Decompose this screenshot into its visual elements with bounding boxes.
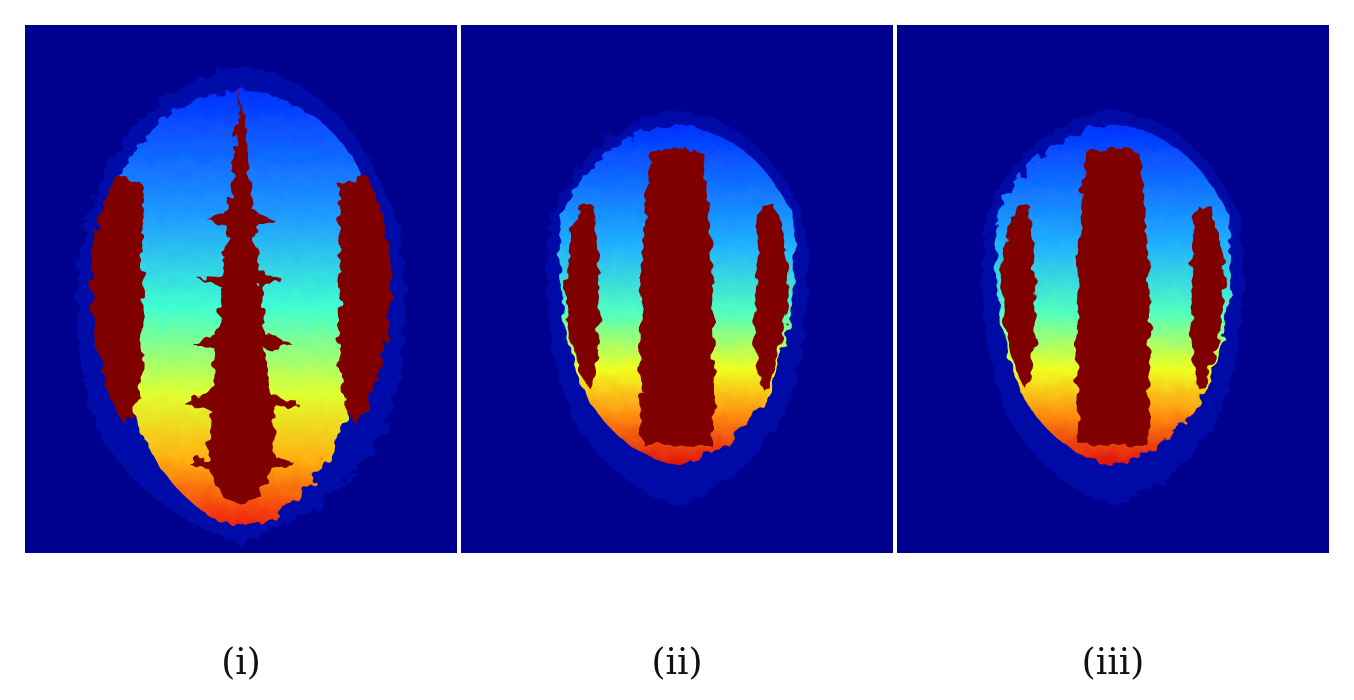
fractal-image-ii (546, 110, 808, 505)
fractal-image-i (77, 65, 405, 545)
fractal-image-iii (982, 110, 1244, 505)
fractal-panel-iii (897, 25, 1329, 553)
caption-iii: (iii) (1081, 642, 1145, 683)
fractal-panel-i (25, 25, 457, 553)
caption-ii: (ii) (651, 642, 703, 683)
caption-i: (i) (221, 642, 261, 683)
fractal-panel-ii (461, 25, 893, 553)
